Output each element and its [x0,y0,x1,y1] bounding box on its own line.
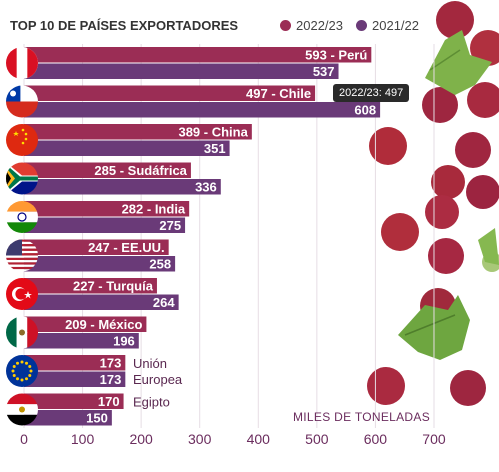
bar-2021-22[interactable] [24,333,139,349]
flag-peru-icon [6,47,38,79]
bar-2022-23[interactable] [24,47,372,63]
bar-label-2021-22: 150 [86,411,108,426]
legend-item-2021-22[interactable]: 2021/22 [356,18,419,33]
x-tick-label: 100 [71,431,95,447]
tooltip: 2022/23: 497 [333,84,410,102]
bar-2022-23[interactable] [24,239,169,256]
legend-item-2022-23[interactable]: 2022/23 [280,18,343,33]
bar-label-2021-22: 336 [195,180,217,195]
bar-2022-23[interactable] [24,201,190,217]
x-axis-unit-label: MILES DE TONELADAS [293,410,430,424]
bar-2022-23[interactable] [24,355,126,371]
bar-label-2022-23: 282 - India [122,202,186,217]
bar-label-2022-23: 389 - China [178,125,248,140]
bar-label-2021-22: 351 [204,141,226,156]
category-side-label: Egipto [133,395,170,410]
bar-2022-23[interactable] [24,124,252,140]
legend-label: 2021/22 [372,18,419,33]
bar-label-2021-22: 264 [153,295,175,310]
x-tick-label: 600 [364,431,388,447]
bar-2021-22[interactable] [24,63,339,80]
bar-label-2021-22: 537 [313,64,335,79]
bar-2021-22[interactable] [24,217,186,234]
bar-label-2022-23: 497 - Chile [246,86,311,101]
red-grapes-with-leaves-icon [367,1,499,406]
chart-title: TOP 10 DE PAÍSES EXPORTADORES [10,18,239,33]
bar-2022-23[interactable] [24,393,124,410]
bar-label-2022-23: 227 - Turquía [73,279,154,294]
bar-2022-23[interactable] [24,162,191,179]
x-tick-label: 500 [305,431,329,447]
legend-label: 2022/23 [296,18,343,33]
flag-eu-icon [6,355,38,387]
bar-label-2021-22: 258 [149,257,171,272]
x-tick-label: 0 [20,431,28,447]
bar-2021-22[interactable] [24,140,230,157]
flag-chile-icon [6,85,38,118]
bar-label-2021-22: 275 [159,218,181,233]
bar-2021-22[interactable] [24,102,381,118]
legend-dot-icon [356,20,367,31]
bar-label-2021-22: 173 [100,372,122,387]
x-tick-label: 300 [188,431,212,447]
bar-2021-22[interactable] [24,371,126,388]
bar-label-2022-23: 173 [100,356,122,371]
bar-label-2021-22: 196 [113,334,135,349]
bar-2022-23[interactable] [24,278,157,294]
bar-label-2021-22: 608 [354,103,376,118]
bar-label-2022-23: 593 - Perú [305,48,367,63]
bar-2021-22[interactable] [24,256,176,272]
legend-dot-icon [280,20,291,31]
bar-2022-23[interactable] [24,316,147,333]
bar-2021-22[interactable] [24,410,112,426]
flag-south-africa-icon [6,162,38,195]
x-tick-label: 200 [129,431,153,447]
category-side-label: Unión Europea [133,356,183,387]
bar-label-2022-23: 209 - México [65,317,142,332]
x-tick-label: 400 [247,431,271,447]
bar-label-2022-23: 285 - Sudáfrica [94,163,187,178]
flag-turkey-icon [6,278,38,310]
bar-label-2022-23: 170 [98,394,120,409]
flag-china-icon [6,124,38,156]
bar-2021-22[interactable] [24,179,221,195]
flag-mexico-icon [6,316,38,349]
flag-usa-icon [6,239,38,272]
flag-egypt-icon [6,393,38,426]
flag-india-icon [6,201,38,233]
bar-2021-22[interactable] [24,294,179,311]
bar-label-2022-23: 247 - EE.UU. [88,240,165,255]
bar-2022-23[interactable] [24,85,316,102]
x-tick-label: 700 [422,431,446,447]
